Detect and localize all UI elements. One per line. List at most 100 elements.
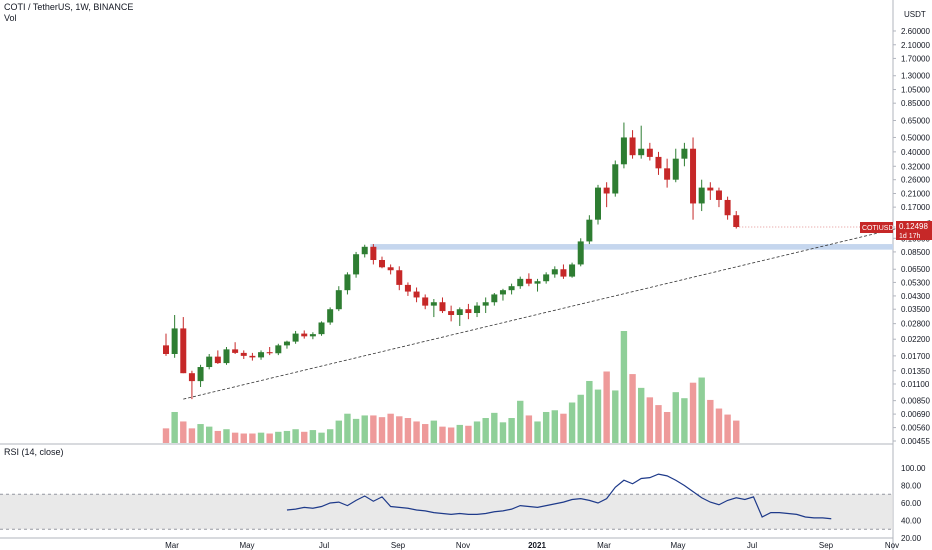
price-tick-label: 0.01350: [901, 367, 930, 376]
candle-body: [474, 305, 481, 314]
candle-body: [258, 352, 265, 358]
volume-bar: [663, 411, 671, 443]
volume-bar: [223, 429, 230, 443]
volume-bar: [370, 415, 377, 443]
symbol-tag-text: COTIUSDT: [862, 225, 899, 232]
price-tick-label: 0.32000: [901, 162, 930, 171]
rsi-tick-label: 20.00: [901, 534, 922, 543]
candle-body: [543, 274, 550, 282]
candle-body: [577, 241, 584, 265]
volume-bar: [568, 402, 576, 443]
candle-body: [232, 349, 239, 353]
candle-body: [422, 297, 429, 306]
candle-body: [223, 349, 230, 364]
volume-bar: [387, 413, 394, 443]
volume-bar: [439, 426, 446, 443]
volume-bar: [396, 416, 403, 443]
candle-body: [344, 274, 351, 291]
volume-bar: [733, 420, 740, 443]
candle-body: [379, 259, 385, 268]
candle-body: [439, 302, 446, 312]
volume-bar: [499, 422, 507, 443]
candle-body: [551, 269, 558, 275]
candle-body: [629, 137, 636, 156]
price-tick-label: 0.26000: [901, 176, 930, 185]
candle-body: [655, 156, 662, 169]
volume-bar: [214, 430, 222, 443]
volume-bar: [422, 424, 429, 443]
candle-body: [214, 356, 221, 364]
candle-body: [612, 164, 619, 194]
price-tag-countdown: 1d 17h: [899, 233, 921, 240]
volume-bar: [197, 424, 204, 443]
candle-body: [283, 341, 290, 346]
price-tick-label: 2.10000: [901, 41, 930, 50]
support-zone: [370, 244, 893, 250]
volume-bar: [171, 411, 178, 443]
volume-bar: [551, 410, 558, 443]
time-tick-label: Sep: [819, 541, 834, 550]
volume-bar: [266, 433, 273, 443]
candle-body: [396, 270, 403, 285]
candle-body: [448, 311, 455, 316]
volume-bar: [629, 374, 636, 443]
volume-bar: [404, 418, 412, 443]
price-tick-label: 0.00850: [901, 397, 930, 406]
candle-body: [525, 278, 532, 284]
candle-body: [206, 356, 213, 368]
volume-bar: [491, 412, 498, 443]
candle-body: [664, 168, 671, 180]
volume-bar: [655, 405, 662, 443]
volume-bar: [292, 429, 299, 443]
symbol-title: COTI / TetherUS, 1W, BINANCE: [4, 2, 134, 12]
price-tick-label: 0.65000: [901, 117, 930, 126]
candle-body: [370, 246, 377, 260]
volume-bar: [344, 413, 351, 443]
candle-body: [197, 367, 204, 382]
volume-bar: [361, 415, 368, 443]
candle-body: [188, 373, 195, 382]
volume-bar: [672, 392, 679, 443]
volume-bar: [560, 413, 567, 443]
time-tick-label: Jul: [319, 541, 329, 550]
volume-bar: [447, 427, 455, 443]
candle-body: [327, 309, 334, 323]
candle-body: [404, 284, 411, 292]
candle-body: [491, 294, 498, 303]
candle-body: [387, 267, 394, 271]
candle-body: [638, 148, 645, 156]
candle-body: [456, 309, 463, 316]
rsi-tick-label: 60.00: [901, 499, 922, 508]
price-tick-label: 0.50000: [901, 133, 930, 142]
volume-bar: [586, 380, 593, 443]
candle-body: [266, 352, 273, 354]
time-tick-label: May: [670, 541, 685, 550]
candle-body: [413, 291, 420, 298]
volume-bar: [603, 371, 610, 443]
candle-body: [361, 246, 368, 255]
candle-body: [698, 187, 705, 204]
candle-body: [301, 333, 308, 337]
volume-bar: [249, 433, 256, 443]
candle-body: [335, 290, 342, 310]
volume-bar: [638, 387, 645, 443]
price-tick-label: 0.03500: [901, 305, 930, 314]
candle-body: [171, 328, 178, 354]
price-tick-label: 0.00690: [901, 410, 930, 419]
volume-bar: [188, 428, 196, 443]
rsi-tick-label: 80.00: [901, 482, 922, 491]
price-tick-label: 0.85000: [901, 99, 930, 108]
volume-bar: [318, 432, 325, 443]
candle-body: [595, 187, 601, 220]
candle-body: [672, 158, 679, 180]
price-tick-label: 0.04300: [901, 292, 930, 301]
volume-bar: [473, 421, 481, 443]
candle-body: [560, 269, 567, 277]
volume-bar: [283, 430, 291, 443]
candle-body: [715, 190, 722, 200]
volume-bar: [335, 420, 342, 443]
candle-body: [733, 215, 740, 227]
volume-bar: [577, 394, 584, 443]
